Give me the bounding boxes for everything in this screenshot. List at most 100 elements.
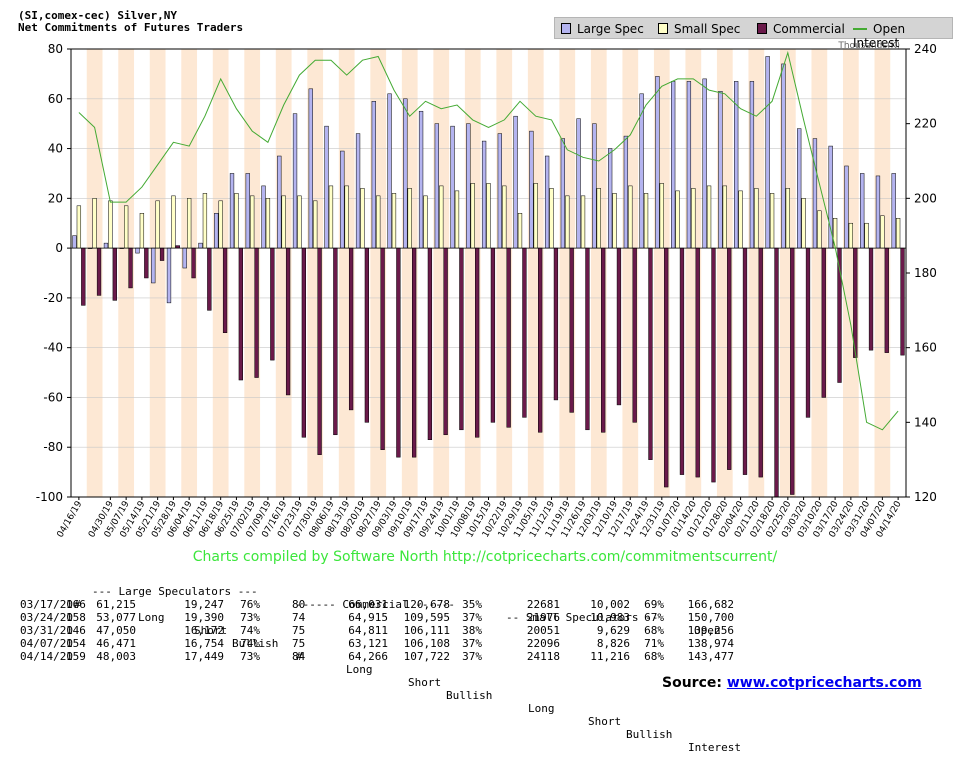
- cell-ls-long: 47,050: [96, 624, 136, 637]
- alternate-band: [212, 49, 229, 497]
- small-spec-bar: [171, 195, 176, 249]
- left-tick-label: -20: [43, 291, 63, 305]
- cell-oi: 139,256: [687, 624, 734, 637]
- large-spec-bar: [686, 81, 692, 249]
- small-spec-bar: [517, 213, 523, 249]
- cell-ss-bull: 67%: [644, 611, 664, 624]
- small-spec-bar: [596, 188, 601, 249]
- large-spec-bar: [844, 165, 849, 249]
- cell-cm-long: 64,266: [348, 650, 388, 663]
- cell-cm-long: 64,811: [348, 624, 388, 637]
- commercial-bar: [443, 247, 448, 436]
- commercial-bar: [301, 247, 306, 438]
- large-spec-bar: [450, 125, 455, 249]
- right-tick-label: 240: [914, 42, 937, 56]
- large-spec-bar: [781, 63, 786, 249]
- commercial-bar: [805, 247, 811, 418]
- commercial-bar: [475, 247, 480, 438]
- commercial-bar: [679, 247, 685, 475]
- large-spec-bar: [466, 123, 471, 249]
- large-spec-bar: [860, 173, 865, 249]
- cell-ss-short: 11,216: [590, 650, 630, 663]
- cell-ls-short: 16,754: [184, 637, 224, 650]
- small-spec-bar: [265, 198, 271, 249]
- source-link[interactable]: www.cotpricecharts.com: [726, 675, 922, 691]
- large-spec-bar: [277, 155, 282, 249]
- chart-subtitle: Net Commitments of Futures Traders: [18, 21, 244, 34]
- commercial-bar: [207, 247, 212, 311]
- cell-cm-bull: 37%: [462, 637, 482, 650]
- group-header-large: --- Large Speculators ---: [92, 585, 258, 598]
- group-header-open: Open: [694, 624, 721, 637]
- small-spec-bar: [722, 185, 727, 249]
- chart-legend: Large Spec Small Spec Commercial Open In…: [554, 17, 953, 50]
- contract-name: (SI,comex-cec) Silver,NY: [18, 9, 177, 22]
- table-group-header-row: --- Large Speculators --- ------ Commerc…: [20, 572, 721, 650]
- commercial-bar: [758, 247, 763, 478]
- small-spec-bar: [675, 190, 680, 249]
- cell-ss-bull: 68%: [644, 624, 664, 637]
- commercial-bar: [270, 247, 275, 361]
- cell-cm-bull: 37%: [462, 650, 482, 663]
- cell-cm-num: 74: [292, 611, 306, 624]
- right-tick-label: 180: [914, 266, 937, 280]
- large-spec-bar: [576, 118, 581, 249]
- small-spec-bar: [580, 195, 586, 249]
- legend-commercial: Commercial: [757, 22, 845, 36]
- small-spec-bar: [817, 210, 822, 249]
- small-spec-bar: [313, 200, 318, 249]
- cell-ls-num: 154: [66, 637, 86, 650]
- alternate-band: [842, 49, 859, 497]
- cell-cm-bull: 37%: [462, 611, 482, 624]
- large-spec-bar: [371, 101, 376, 249]
- large-spec-bar: [544, 155, 550, 249]
- small-spec-bar: [486, 183, 491, 249]
- cell-ss-long: 24118: [526, 650, 560, 663]
- cot-chart: -100 -80 -60 -40 -20 0 20 40 60 80 120 140 160 180 200…: [36, 41, 937, 540]
- chart-credit: Charts compiled by Software North http:/…: [192, 549, 778, 565]
- commercial-bar: [884, 247, 889, 353]
- commercial-bar: [112, 247, 117, 301]
- large-spec-bar: [292, 113, 298, 249]
- commercial-bar: [411, 247, 417, 458]
- commercial-bar: [664, 247, 669, 488]
- large-spec-bar: [718, 91, 723, 249]
- small-spec-bar: [281, 195, 286, 249]
- cell-ls-long: 46,471: [96, 637, 136, 650]
- large-spec-bar: [72, 235, 77, 249]
- cell-ss-short: 9,629: [596, 624, 630, 637]
- small-spec-bar: [643, 193, 649, 249]
- large-spec-bar: [797, 128, 802, 249]
- small-spec-bar: [297, 195, 302, 249]
- small-spec-bar: [92, 198, 97, 249]
- small-spec-bar: [769, 193, 775, 249]
- cell-ls-bull: 73%: [240, 650, 260, 663]
- commercial-bar: [159, 247, 165, 261]
- cell-ls-num: 166: [66, 598, 86, 611]
- small-spec-bar: [612, 193, 617, 249]
- left-tick-label: -60: [43, 390, 63, 404]
- small-spec-bar: [895, 217, 901, 249]
- large-spec-bar: [639, 93, 644, 249]
- cell-oi: 150,700: [687, 611, 734, 624]
- cell-cm-bull: 35%: [462, 598, 482, 611]
- small-spec-bar: [155, 200, 160, 249]
- small-spec-bar: [360, 188, 365, 249]
- commercial-bar: [711, 247, 716, 483]
- col-header-ss-bullish: Bullish: [626, 728, 673, 741]
- small-spec-bar: [407, 188, 412, 249]
- large-spec-bar: [198, 242, 203, 249]
- commercial-bar: [380, 247, 385, 450]
- legend-large-spec: Large Spec: [561, 22, 644, 36]
- small-spec-bar: [880, 215, 885, 249]
- cell-ss-short: 10,983: [590, 611, 630, 624]
- col-header-cm-bullish: Bullish: [446, 689, 493, 702]
- large-spec-bar: [182, 247, 187, 269]
- cell-oi: 166,682: [687, 598, 734, 611]
- small-spec-bar: [801, 198, 806, 249]
- cell-oi: 138,974: [687, 637, 734, 650]
- cell-cm-long: 66,031: [348, 598, 388, 611]
- large-spec-bar: [560, 138, 566, 249]
- cell-cm-num: 75: [292, 637, 306, 650]
- open-interest-line-swatch: [853, 28, 867, 30]
